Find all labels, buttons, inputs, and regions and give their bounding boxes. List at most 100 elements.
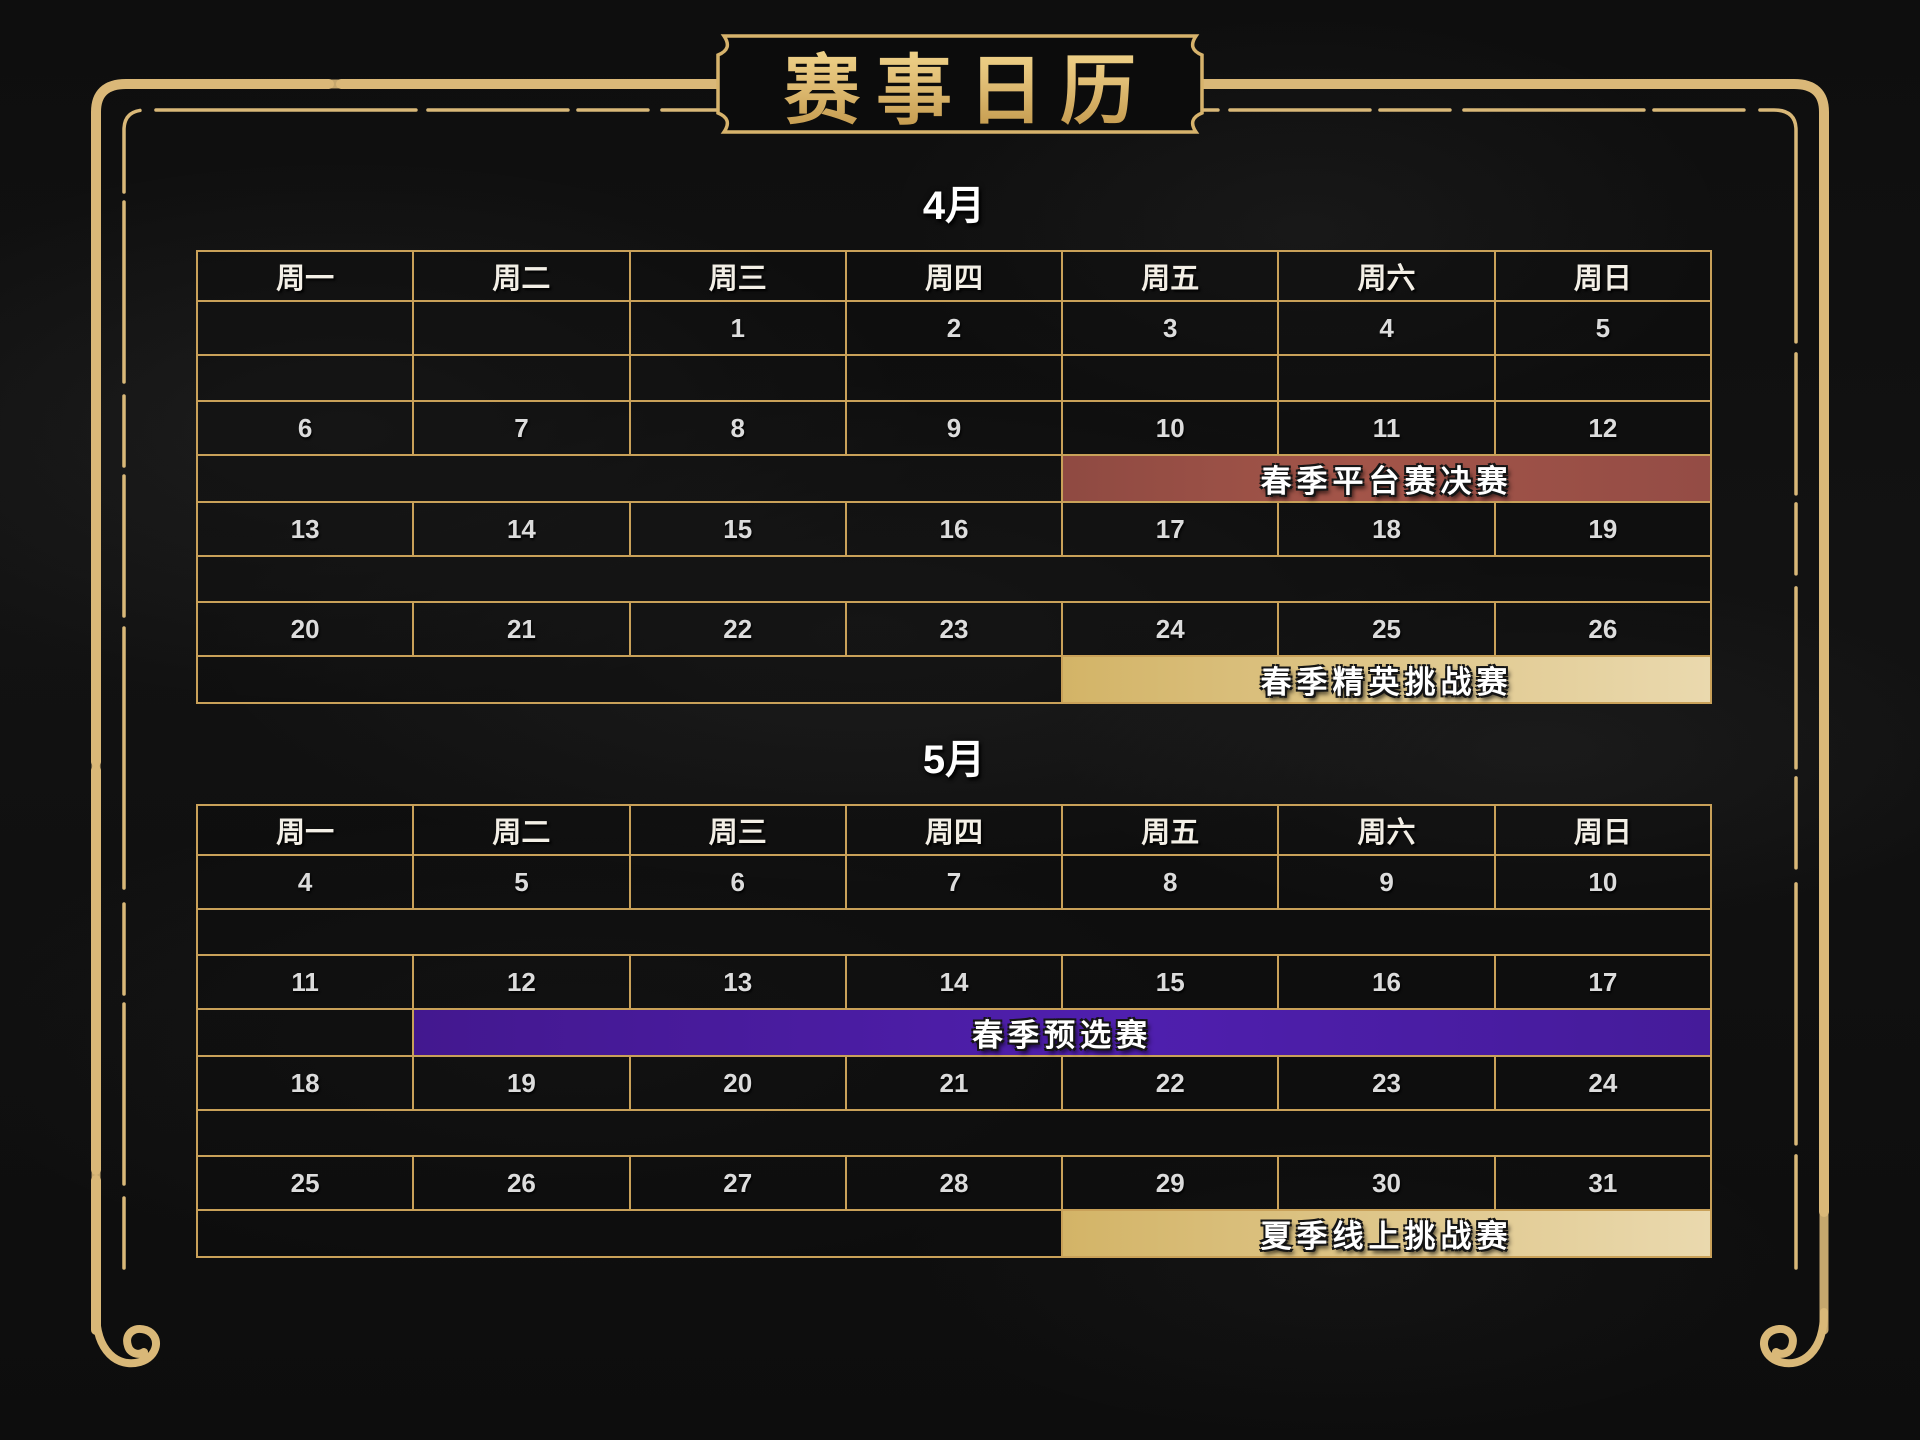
weekday-header: 周三 [628, 804, 847, 856]
event-row-spacer-cell [1277, 354, 1496, 402]
date-row: 25 26 27 28 29 30 31 [195, 1155, 1713, 1211]
event-row-spacer [195, 655, 1064, 704]
date-cell: 14 [412, 501, 631, 557]
date-cell: 4 [1277, 300, 1496, 356]
date-cell: 5 [412, 854, 631, 910]
calendar-table: 周一 周二 周三 周四 周五 周六 周日 4 5 6 7 8 9 10 11 12 13 14 15 16 17 春季预选… [195, 804, 1713, 1258]
date-cell: 10 [1493, 854, 1713, 910]
month-label: 4月 [922, 184, 986, 228]
event-row-spacer [196, 908, 1712, 956]
month-label: 5月 [922, 738, 986, 782]
weekday-header: 周五 [1061, 804, 1280, 856]
date-cell: 2 [844, 300, 1064, 356]
date-cell: 31 [1493, 1155, 1713, 1211]
date-cell: 26 [412, 1155, 631, 1211]
event-row-spacer [196, 555, 1712, 603]
date-cell: 22 [1061, 1055, 1280, 1111]
date-cell: 10 [1061, 400, 1280, 456]
title-plaque: 赛事日历 [688, 28, 1232, 140]
date-cell: 19 [412, 1055, 631, 1111]
event-row-spacer [195, 454, 1064, 503]
date-cell: 3 [1061, 300, 1280, 356]
weekday-header: 周三 [628, 250, 847, 302]
date-cell: 15 [1061, 954, 1280, 1010]
event-row-spacer-cell [1061, 354, 1280, 402]
date-cell: 29 [1061, 1155, 1280, 1211]
weekday-header-row: 周一 周二 周三 周四 周五 周六 周日 [195, 804, 1713, 856]
date-cell: 23 [844, 601, 1064, 657]
date-cell: 9 [1277, 854, 1496, 910]
calendar-content: 4月 周一 周二 周三 周四 周五 周六 周日 1 2 3 4 5 6 7 8 9 10 11 12 春季平台赛决赛 13… [195, 170, 1713, 1258]
weekday-header: 周四 [844, 804, 1064, 856]
event-row-spacer-cell [412, 354, 631, 402]
date-cell: 20 [195, 601, 415, 657]
event-bar-label: 春季精英挑战赛 [1260, 665, 1513, 700]
event-row: 春季预选赛 [195, 1008, 1712, 1057]
date-cell: 13 [195, 501, 415, 557]
date-cell: 7 [412, 400, 631, 456]
date-cell: 17 [1493, 954, 1713, 1010]
event-row-spacer [196, 1109, 1712, 1157]
page-title: 赛事日历 [688, 28, 1232, 140]
weekday-header: 周五 [1061, 250, 1280, 302]
event-row: 夏季线上挑战赛 [195, 1209, 1712, 1258]
date-cell: 19 [1493, 501, 1713, 557]
event-row-spacer [195, 1008, 415, 1057]
event-row [196, 1109, 1712, 1157]
event-bar-label: 春季平台赛决赛 [1260, 464, 1513, 499]
date-cell: 6 [628, 854, 847, 910]
weekday-header: 周六 [1277, 804, 1496, 856]
date-row: 4 5 6 7 8 9 10 [195, 854, 1713, 910]
event-bar-red: 春季平台赛决赛 [1061, 454, 1712, 503]
weekday-header: 周日 [1493, 250, 1713, 302]
date-row: 13 14 15 16 17 18 19 [195, 501, 1713, 557]
date-cell: 24 [1493, 1055, 1713, 1111]
event-row-spacer-cell [628, 354, 847, 402]
date-row: 18 19 20 21 22 23 24 [195, 1055, 1713, 1111]
date-cell: 15 [628, 501, 847, 557]
event-row: 春季精英挑战赛 [195, 655, 1712, 704]
date-cell: 17 [1061, 501, 1280, 557]
date-cell: 4 [195, 854, 415, 910]
date-cell: 28 [844, 1155, 1064, 1211]
event-row-spacer-cell [844, 354, 1064, 402]
date-cell: 13 [628, 954, 847, 1010]
weekday-header-row: 周一 周二 周三 周四 周五 周六 周日 [195, 250, 1713, 302]
event-bar-gold: 夏季线上挑战赛 [1061, 1209, 1712, 1258]
event-row [195, 354, 1713, 402]
date-cell: 25 [1277, 601, 1496, 657]
event-row: 春季平台赛决赛 [195, 454, 1712, 503]
date-cell: 21 [412, 601, 631, 657]
weekday-header: 周一 [195, 804, 415, 856]
date-cell: 20 [628, 1055, 847, 1111]
calendar-table: 周一 周二 周三 周四 周五 周六 周日 1 2 3 4 5 6 7 8 9 10 11 12 春季平台赛决赛 13 14… [195, 250, 1713, 704]
event-row-spacer-cell [195, 354, 415, 402]
date-cell: 11 [1277, 400, 1496, 456]
event-bar-gold: 春季精英挑战赛 [1061, 655, 1712, 704]
date-cell: 8 [628, 400, 847, 456]
date-cell: 16 [844, 501, 1064, 557]
weekday-header: 周一 [195, 250, 415, 302]
date-cell [195, 300, 415, 356]
date-cell: 30 [1277, 1155, 1496, 1211]
date-cell: 14 [844, 954, 1064, 1010]
date-cell: 22 [628, 601, 847, 657]
date-cell: 25 [195, 1155, 415, 1211]
date-cell: 16 [1277, 954, 1496, 1010]
date-cell: 23 [1277, 1055, 1496, 1111]
weekday-header: 周二 [412, 250, 631, 302]
date-cell: 12 [1493, 400, 1713, 456]
date-cell: 18 [1277, 501, 1496, 557]
date-cell: 1 [628, 300, 847, 356]
weekday-header: 周二 [412, 804, 631, 856]
date-cell: 24 [1061, 601, 1280, 657]
date-cell: 6 [195, 400, 415, 456]
date-cell: 7 [844, 854, 1064, 910]
date-row: 6 7 8 9 10 11 12 [195, 400, 1713, 456]
event-row-spacer-cell [1493, 354, 1713, 402]
date-cell: 8 [1061, 854, 1280, 910]
weekday-header: 周六 [1277, 250, 1496, 302]
date-cell: 12 [412, 954, 631, 1010]
event-row [196, 555, 1712, 603]
